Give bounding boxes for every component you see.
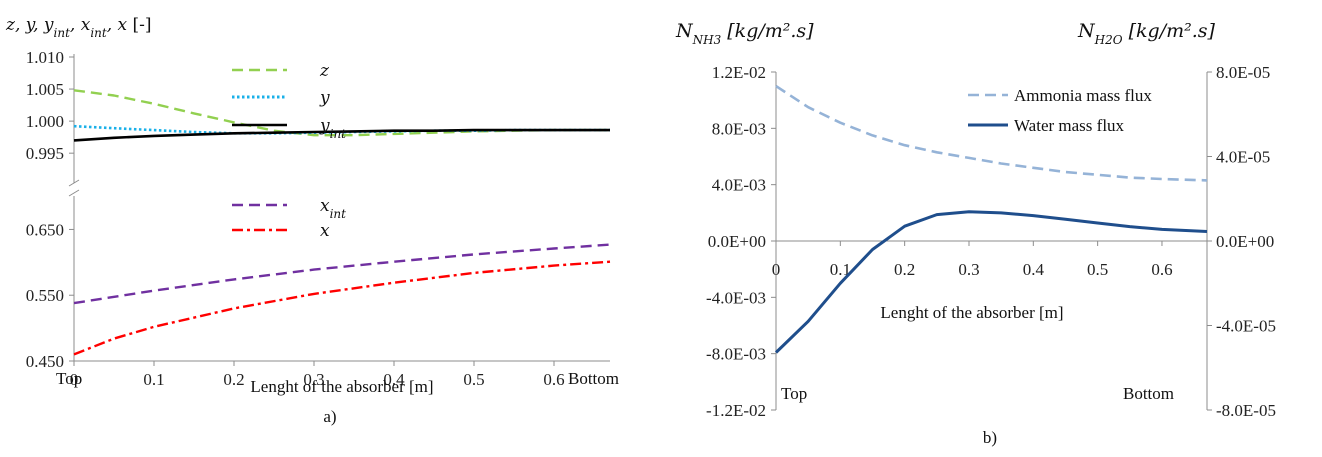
legend-label-0: Ammonia mass flux: [1014, 86, 1152, 105]
legend-label-y: y: [319, 88, 330, 108]
math-part: int: [330, 207, 347, 221]
math-part: z: [319, 61, 330, 81]
chart-b: NNH3 [kg/m².s] NH2O [kg/m².s] 1.2E-028.0…: [675, 20, 1276, 447]
math-part: , x: [107, 15, 133, 35]
chart-a: z, y, yint, xint, x [-] 1.0101.0051.0000…: [5, 15, 619, 426]
chart-b-right-tick-label: 4.0E-05: [1216, 148, 1270, 167]
math-part: x: [320, 221, 330, 241]
chart-a-axis-break-mark: [68, 179, 80, 187]
chart-a-y-tick-label: 0.550: [26, 286, 64, 305]
chart-a-x-tick-label: 0: [70, 370, 79, 389]
math-part: [kg/m².s]: [1123, 20, 1216, 42]
chart-b-left-tick-label: 4.0E-03: [712, 176, 766, 195]
series-line-z: [73, 89, 610, 137]
chart-b-left-tick-label: 8.0E-03: [712, 119, 766, 138]
math-part: x: [320, 196, 330, 216]
chart-a-y-tick-label: 0.450: [26, 352, 64, 371]
chart-a-x-tick-label: 0.5: [463, 370, 484, 389]
math-part: [kg/m².s]: [721, 20, 814, 42]
math-part: int: [90, 26, 107, 40]
chart-b-x-tick-label: 0.2: [894, 260, 915, 279]
chart-b-x-start-label: Top: [781, 384, 807, 403]
chart-b-right-tick-label: 0.0E+00: [1216, 232, 1274, 251]
chart-b-left-tick-label: 0.0E+00: [708, 232, 766, 251]
series-line-x_int: [73, 243, 611, 305]
chart-a-x-tick-label: 0.2: [223, 370, 244, 389]
math-part: int: [54, 26, 71, 40]
chart-a-y-axis-title: z, y, yint, xint, x [-]: [5, 15, 152, 40]
chart-a-y-tick-label: 1.010: [26, 48, 64, 67]
math-part: NH3: [692, 33, 722, 47]
math-part: N: [675, 20, 694, 42]
chart-a-panel-label: a): [323, 407, 336, 426]
math-part: int: [330, 127, 347, 141]
chart-a-axes: 1.010 1.005 1.000 0.995 0.650 0.550 0.450 0 0.1 0…: [26, 48, 610, 389]
chart-b-right-tick-label: -8.0E-05: [1216, 401, 1276, 420]
chart-b-left-tick-label: -1.2E-02: [706, 401, 766, 420]
chart-b-left-tick-label: -4.0E-03: [706, 288, 766, 307]
chart-a-x-axis-label: Lenght of the absorber [m]: [250, 377, 433, 396]
math-part: H2O: [1094, 33, 1123, 47]
math-part: y: [319, 116, 330, 136]
legend-label-y_int: yint: [319, 116, 346, 141]
chart-b-x-tick-label: 0: [772, 260, 781, 279]
chart-b-right-axis-title: NH2O [kg/m².s]: [1077, 20, 1216, 47]
chart-b-x-tick-label: 0.3: [958, 260, 979, 279]
chart-b-left-tick-label: 1.2E-02: [712, 63, 766, 82]
chart-b-panel-label: b): [983, 428, 997, 447]
chart-a-y-tick-label: 1.000: [26, 112, 64, 131]
chart-a-x-start-label: Top: [56, 369, 82, 388]
series-line-ammonia-mass-flux: [775, 85, 1208, 182]
legend-label-z: z: [319, 61, 330, 81]
chart-a-x-end-label: Bottom: [568, 369, 619, 388]
chart-b-axes: 1.2E-02 8.0E-03 4.0E-03 0.0E+00 -4.0E-03 -8.0…: [706, 63, 1276, 420]
math-part: N: [1077, 20, 1096, 42]
chart-a-axis-break-mark: [68, 189, 80, 197]
chart-a-x-tick-label: 0.6: [543, 370, 564, 389]
chart-b-x-end-label: Bottom: [1123, 384, 1174, 403]
chart-a-y-tick-label: 0.650: [26, 220, 64, 239]
chart-b-x-tick-label: 0.4: [1023, 260, 1045, 279]
chart-b-series: [774, 85, 1208, 354]
chart-b-x-tick-label: 0.5: [1087, 260, 1108, 279]
chart-b-left-axis-title: NNH3 [kg/m².s]: [675, 20, 814, 47]
chart-a-x-tick-label: 0.3: [303, 370, 324, 389]
chart-b-x-axis-label: Lenght of the absorber [m]: [880, 303, 1063, 322]
math-part: , x: [70, 15, 91, 35]
math-part: z, y, y: [5, 15, 54, 35]
chart-a-series: [73, 89, 611, 356]
chart-a-x-tick-label: 0.1: [143, 370, 164, 389]
chart-b-x-tick-label: 0.6: [1151, 260, 1172, 279]
legend-label-x_int: xint: [320, 196, 346, 221]
chart-b-x-tick-label: 0.1: [830, 260, 851, 279]
legend-label-x: x: [320, 221, 330, 241]
chart-a-y-tick-label: 0.995: [26, 144, 64, 163]
series-line-x: [73, 260, 611, 356]
chart-b-left-tick-label: -8.0E-03: [706, 345, 766, 364]
math-part: y: [319, 88, 330, 108]
series-line-water-mass-flux: [774, 210, 1208, 354]
chart-b-legend: Ammonia mass flux Water mass flux: [968, 86, 1152, 135]
chart-a-y-tick-label: 1.005: [26, 80, 64, 99]
math-part: [-]: [133, 15, 152, 35]
chart-b-right-tick-label: 8.0E-05: [1216, 63, 1270, 82]
legend-label-1: Water mass flux: [1014, 116, 1125, 135]
chart-b-right-tick-label: -4.0E-05: [1216, 317, 1276, 336]
chart-a-x-tick-label: 0.4: [383, 370, 405, 389]
series-line-y_int: [73, 128, 610, 142]
